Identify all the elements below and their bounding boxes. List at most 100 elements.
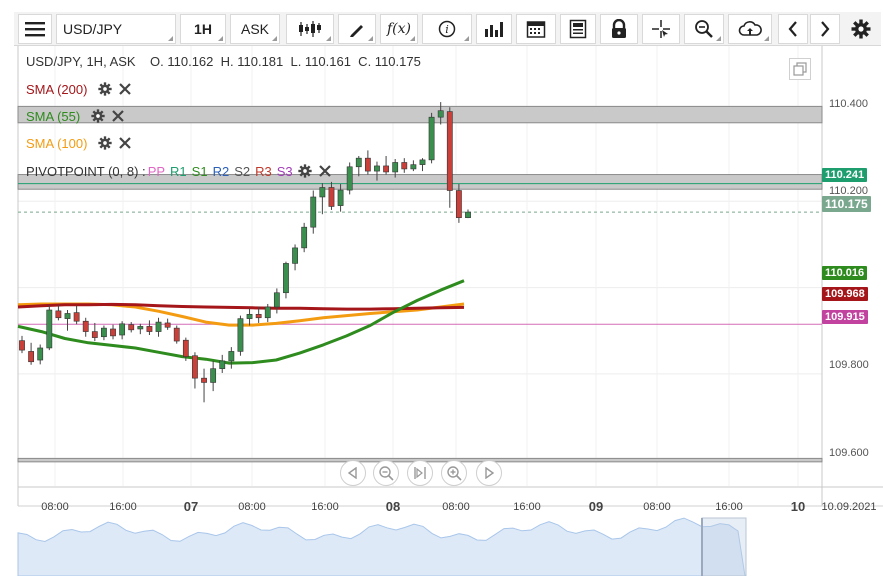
- pivot-item-r1: R1: [170, 163, 187, 179]
- price-tick: 109.600: [829, 447, 869, 459]
- indicator-row-pivotpoint: PIVOTPOINT (0, 8) : PP R1 S1 R2 S2 R3 S3: [18, 161, 333, 181]
- news-button[interactable]: [560, 14, 596, 44]
- candle-body: [374, 165, 380, 172]
- candle-body: [146, 326, 153, 332]
- crosshair-button[interactable]: [642, 14, 680, 44]
- zoom-icon: [695, 20, 713, 38]
- reset-zoom-button[interactable]: [407, 460, 433, 486]
- candle-body: [428, 116, 435, 161]
- candle-body: [110, 328, 116, 337]
- gear-icon[interactable]: [297, 163, 313, 179]
- time-tick: 08:00: [442, 501, 470, 513]
- zoom-button[interactable]: [684, 14, 724, 44]
- candle-body: [419, 159, 426, 165]
- candle-body: [119, 323, 126, 336]
- indicator-row-sma55: SMA (55): [18, 106, 126, 126]
- restore-icon: [793, 62, 807, 76]
- indicator-row-sma200: SMA (200): [18, 79, 133, 99]
- close-icon[interactable]: [317, 163, 333, 179]
- price-tick: 110.400: [829, 98, 868, 110]
- candle-body: [455, 190, 462, 218]
- timeframe-label: 1H: [194, 21, 212, 37]
- candle-body: [319, 187, 326, 198]
- info-button[interactable]: i: [422, 14, 472, 44]
- candle-body: [101, 327, 107, 338]
- time-tick: 16:00: [311, 501, 339, 513]
- price-type-selector[interactable]: ASK: [230, 14, 280, 44]
- close-icon[interactable]: [117, 135, 133, 151]
- cloud-upload-button[interactable]: [728, 14, 772, 44]
- candle-body: [310, 196, 317, 228]
- candle-body: [182, 339, 189, 357]
- candle-body: [64, 313, 71, 319]
- pivot-items: PP R1 S1 R2 S2 R3 S3: [148, 164, 293, 179]
- candle-body: [55, 310, 62, 319]
- chevron-left-icon: [788, 21, 797, 37]
- candle-body: [383, 165, 389, 173]
- symbol-selector[interactable]: USD/JPY: [56, 14, 176, 44]
- function-button[interactable]: f(x): [380, 14, 418, 44]
- close-icon[interactable]: [110, 108, 126, 124]
- close-icon[interactable]: [117, 81, 133, 97]
- pan-right-button[interactable]: [476, 460, 502, 486]
- price-tick: 110.200: [829, 185, 868, 197]
- pivot-item-r3: R3: [255, 163, 272, 179]
- chevron-right-icon: [821, 21, 830, 37]
- navigator-window: [701, 517, 747, 576]
- price-tag-sma200: 109.968: [822, 287, 868, 301]
- volume-button[interactable]: [476, 14, 512, 44]
- menu-icon: [25, 22, 45, 37]
- candle-body: [219, 360, 226, 369]
- timeframe-selector[interactable]: 1H: [180, 14, 226, 44]
- time-tick-day: 08: [385, 499, 401, 514]
- navigator-area: [17, 517, 746, 576]
- candle-body: [155, 321, 162, 332]
- price-tag-pivot-pp: 109.915: [822, 310, 868, 324]
- svg-text:i: i: [445, 23, 449, 36]
- pivot-item-pp: PP: [147, 163, 166, 179]
- candle-body: [46, 309, 53, 349]
- candle-body: [237, 318, 244, 352]
- chart-type-button[interactable]: [286, 14, 334, 44]
- price-type-label: ASK: [240, 21, 269, 37]
- pan-left-button[interactable]: [340, 460, 366, 486]
- draw-tools-button[interactable]: [338, 14, 376, 44]
- restore-window-button[interactable]: [789, 58, 811, 80]
- zoom-out-button[interactable]: [373, 460, 399, 486]
- indicator-label: SMA (55): [26, 108, 81, 124]
- candle-body: [301, 226, 308, 249]
- zoom-in-button[interactable]: [441, 460, 467, 486]
- info-icon: i: [438, 20, 456, 38]
- price-tag-last: 110.175: [822, 196, 871, 212]
- settings-button[interactable]: [844, 14, 878, 44]
- candle-body: [128, 324, 135, 331]
- candle-body: [91, 331, 98, 338]
- draw-icon: [350, 25, 363, 37]
- candle-body: [465, 211, 471, 218]
- gear-icon[interactable]: [97, 81, 113, 97]
- scroll-left-button[interactable]: [778, 14, 808, 44]
- time-tick: 16:00: [715, 501, 743, 513]
- chart-area[interactable]: USD/JPY, 1H, ASK O. 110.162 H. 110.181 L…: [0, 46, 883, 576]
- zoom-out-icon: [379, 466, 394, 481]
- calendar-button[interactable]: [516, 14, 556, 44]
- candle-body: [246, 314, 253, 319]
- candle-body: [73, 312, 80, 322]
- price-tick: 109.800: [829, 359, 869, 371]
- candle-body: [255, 314, 262, 319]
- candle-body: [28, 351, 35, 363]
- calendar-icon: [526, 21, 546, 38]
- sma55-line: [17, 279, 465, 365]
- scroll-right-button[interactable]: [810, 14, 840, 44]
- menu-button[interactable]: [18, 14, 52, 44]
- gear-icon[interactable]: [97, 135, 113, 151]
- cloud-upload-icon: [738, 21, 762, 36]
- time-tick-day: 09: [588, 499, 604, 514]
- gear-icon[interactable]: [90, 108, 106, 124]
- time-tick-date: 10.09.2021: [821, 501, 877, 513]
- triangle-right-icon: [485, 467, 495, 479]
- gear-icon: [851, 19, 871, 39]
- candle-body: [346, 166, 353, 191]
- lock-button[interactable]: [600, 14, 638, 44]
- price-chart[interactable]: [0, 46, 883, 576]
